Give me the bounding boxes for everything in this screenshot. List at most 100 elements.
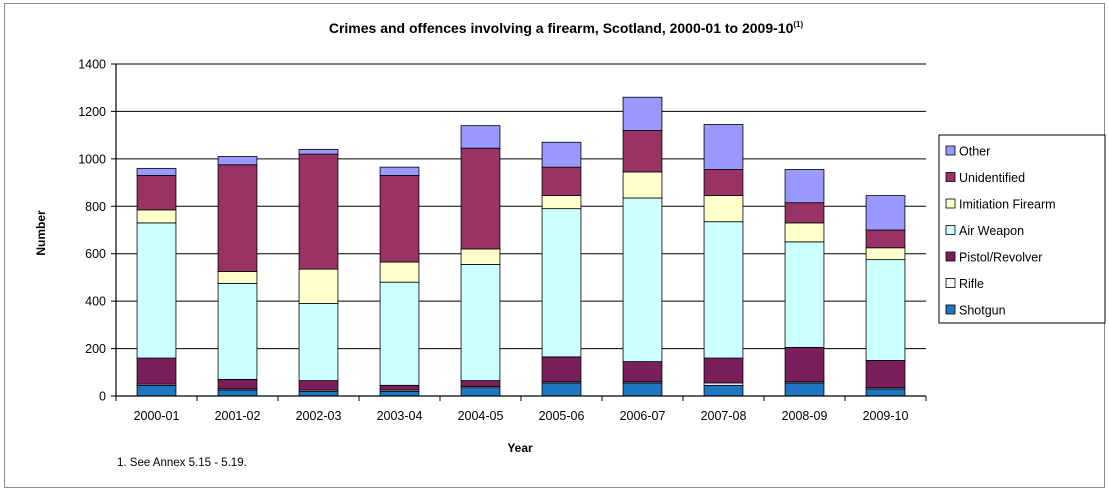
y-tick-label: 1000 — [78, 152, 106, 166]
bar-segment-imitiation-firearm-2009-10 — [865, 247, 906, 261]
bar-segment-pistol-revolver-2001-02 — [217, 378, 258, 390]
bar-segment-pistol-revolver-2002-03 — [298, 380, 339, 391]
bar-segment-unidentified-2007-08 — [703, 169, 744, 197]
legend-label: Shotgun — [959, 304, 1006, 318]
x-tick-label: 2008-09 — [782, 409, 828, 423]
y-tick-label: 0 — [99, 390, 106, 404]
bar-segment-air-weapon-2000-01 — [136, 222, 177, 359]
legend-swatch-air-weapon — [945, 225, 956, 235]
bar-segment-imitiation-firearm-2001-02 — [217, 271, 258, 284]
bar-segment-air-weapon-2004-05 — [460, 263, 501, 381]
legend-swatch-pistol-revolver — [945, 251, 956, 262]
y-tick-label: 800 — [85, 200, 106, 214]
bar-segment-air-weapon-2005-06 — [541, 208, 582, 358]
x-tick-label: 2009-10 — [863, 409, 909, 423]
legend-label: Unidentified — [959, 171, 1025, 185]
bar-segment-unidentified-2006-07 — [622, 129, 663, 173]
bar-segment-pistol-revolver-2007-08 — [703, 357, 744, 384]
legend-label: Air Weapon — [959, 224, 1024, 238]
bar-segment-other-2009-10 — [865, 195, 906, 231]
bar-segment-pistol-revolver-2000-01 — [136, 357, 177, 385]
chart-title: Crimes and offences involving a firearm,… — [329, 20, 804, 36]
y-tick-label: 1200 — [78, 105, 106, 119]
bar-segment-air-weapon-2006-07 — [622, 197, 663, 363]
bar-segment-imitiation-firearm-2005-06 — [541, 195, 582, 210]
bar-segment-shotgun-2000-01 — [136, 384, 177, 397]
bar-segment-other-2006-07 — [622, 96, 663, 131]
bar-segment-unidentified-2008-09 — [784, 202, 825, 224]
bar-segment-shotgun-2001-02 — [217, 389, 258, 397]
bar-segment-unidentified-2009-10 — [865, 229, 906, 249]
bar-segment-shotgun-2009-10 — [865, 388, 906, 397]
bar-segment-pistol-revolver-2003-04 — [379, 384, 420, 391]
x-tick-label: 2004-05 — [458, 409, 504, 423]
bar-segment-imitiation-firearm-2007-08 — [703, 195, 744, 223]
bar-segment-air-weapon-2008-09 — [784, 241, 825, 348]
bar-segment-unidentified-2000-01 — [136, 175, 177, 211]
bar-segment-shotgun-2002-03 — [298, 390, 339, 397]
bar-segment-imitiation-firearm-2003-04 — [379, 261, 420, 283]
bar-segment-air-weapon-2002-03 — [298, 303, 339, 381]
bar-segment-shotgun-2004-05 — [460, 387, 501, 397]
bar-segment-shotgun-2007-08 — [703, 384, 744, 397]
bar-segment-air-weapon-2001-02 — [217, 282, 258, 380]
x-tick-label: 2005-06 — [539, 409, 585, 423]
bar-segment-other-2004-05 — [460, 125, 501, 149]
bar-segment-shotgun-2003-04 — [379, 390, 420, 397]
bar-segment-other-2002-03 — [298, 148, 339, 155]
bar-segment-pistol-revolver-2004-05 — [460, 380, 501, 387]
bar-segment-shotgun-2006-07 — [622, 382, 663, 397]
bar-segment-unidentified-2002-03 — [298, 153, 339, 270]
bar-segment-pistol-revolver-2009-10 — [865, 360, 906, 389]
x-tick-label: 2007-08 — [701, 409, 747, 423]
legend-swatch-imitiation-firearm — [945, 198, 956, 209]
bar-segment-other-2000-01 — [136, 167, 177, 176]
bar-segment-unidentified-2005-06 — [541, 166, 582, 197]
legend: Other Unidentified Imitiation Firearm Air W… — [938, 134, 1106, 324]
legend-box — [938, 134, 1106, 324]
y-tick-label: 400 — [85, 295, 106, 309]
bar-segment-other-2005-06 — [541, 141, 582, 168]
bar-segment-unidentified-2003-04 — [379, 175, 420, 263]
bar-segment-pistol-revolver-2006-07 — [622, 361, 663, 383]
footnote: 1. See Annex 5.15 - 5.19. — [117, 457, 247, 469]
bar-segment-other-2007-08 — [703, 124, 744, 170]
legend-swatch-rifle — [945, 278, 956, 288]
bar-segment-other-2001-02 — [217, 156, 258, 166]
bar-segment-imitiation-firearm-2002-03 — [298, 268, 339, 304]
x-tick-label: 2002-03 — [296, 409, 342, 423]
x-tick-label: 2006-07 — [620, 409, 666, 423]
bar-segment-other-2003-04 — [379, 166, 420, 176]
bar-segment-pistol-revolver-2008-09 — [784, 346, 825, 383]
bar-segment-imitiation-firearm-2000-01 — [136, 209, 177, 224]
legend-swatch-other — [945, 145, 956, 156]
legend-label: Pistol/Revolver — [959, 251, 1042, 265]
bar-segment-air-weapon-2003-04 — [379, 281, 420, 386]
x-tick-label: 2001-02 — [215, 409, 261, 423]
bar-segment-imitiation-firearm-2006-07 — [622, 171, 663, 199]
bar-segment-imitiation-firearm-2008-09 — [784, 222, 825, 243]
legend-label: Rifle — [959, 277, 984, 291]
y-tick-label: 200 — [85, 342, 106, 356]
bar-segment-air-weapon-2009-10 — [865, 259, 906, 361]
chart-title-superscript: (1) — [793, 20, 803, 29]
legend-swatch-shotgun — [945, 304, 956, 315]
bar-segment-shotgun-2008-09 — [784, 382, 825, 397]
y-tick-label: 1400 — [78, 58, 106, 72]
y-axis-label: Number — [34, 210, 48, 256]
bar-segment-pistol-revolver-2005-06 — [541, 356, 582, 383]
legend-swatch-unidentified — [945, 172, 956, 182]
legend-label: Other — [959, 145, 990, 159]
bar-segment-air-weapon-2007-08 — [703, 221, 744, 359]
bar-segment-other-2008-09 — [784, 169, 825, 204]
bar-segment-unidentified-2004-05 — [460, 147, 501, 250]
bar-segment-imitiation-firearm-2004-05 — [460, 248, 501, 265]
x-tick-label: 2003-04 — [377, 409, 423, 423]
x-tick-label: 2000-01 — [134, 409, 180, 423]
bar-segment-unidentified-2001-02 — [217, 164, 258, 272]
legend-label: Imitiation Firearm — [959, 198, 1056, 212]
y-tick-label: 600 — [85, 247, 106, 261]
bar-segment-shotgun-2005-06 — [541, 382, 582, 397]
x-axis-label: Year — [507, 441, 533, 455]
